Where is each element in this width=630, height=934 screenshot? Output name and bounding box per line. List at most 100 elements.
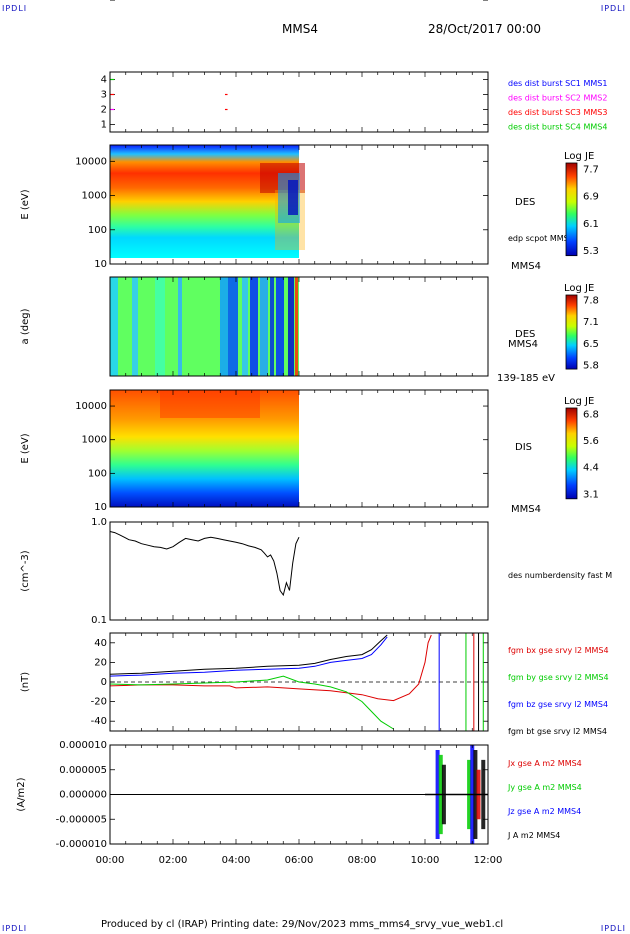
pad-band — [270, 277, 274, 376]
colorbar-tick-label: 7.8 — [583, 295, 599, 306]
colorbar-tick-label: 3.1 — [583, 489, 599, 500]
y-tick-label: 10000 — [75, 156, 107, 167]
legend-entry: des dist burst SC1 MMS1 — [508, 79, 607, 88]
legend-entry: fgm bx gse srvy l2 MMS4 — [508, 646, 609, 655]
dis-hot-region — [160, 390, 260, 418]
colorbar-tick-label: 7.1 — [583, 317, 599, 328]
corner-label-bottom-right: IPDLI — [600, 924, 626, 933]
y-tick-label: -0.000005 — [56, 814, 107, 825]
pad-band — [250, 277, 258, 376]
panel-bottom-label: 139-185 eV — [497, 373, 555, 384]
colorbar-3 — [565, 407, 578, 500]
y-tick-label: 1000 — [82, 191, 107, 202]
pad-band — [155, 277, 165, 376]
y-tick-label: 0.000000 — [59, 790, 107, 801]
page-title: MMS4 — [282, 22, 318, 36]
colorbar-title-3: Log JE — [564, 396, 594, 407]
legend-entry: fgm by gse srvy l2 MMS4 — [508, 673, 609, 682]
series-line — [109, 634, 388, 675]
pad-band — [110, 277, 118, 376]
colorbar-tick-label: 7.7 — [583, 165, 599, 176]
legend-entry: J A m2 MMS4 — [507, 831, 560, 840]
pad-band — [132, 277, 138, 376]
pad-band — [260, 277, 268, 376]
y-tick-label: 1000 — [82, 435, 107, 446]
panel-label-2: edp scpot MMS4 — [508, 234, 574, 243]
colorbar-tick-label: 6.8 — [583, 409, 599, 420]
corner-label-top-left: IPDLI — [2, 4, 28, 13]
x-tick-label: 04:00 — [222, 855, 251, 866]
panel-frame-0 — [109, 71, 489, 133]
pad-band — [178, 277, 182, 376]
y-tick-label: 100 — [88, 225, 107, 236]
series-line — [109, 531, 300, 597]
y-tick-label: 3 — [101, 90, 107, 101]
panel-label: DES — [515, 197, 535, 208]
x-tick-label: 12:00 — [474, 855, 503, 866]
colorbar-tick-label: 5.6 — [583, 436, 599, 447]
panel-label-2: MMS4 — [508, 339, 538, 350]
pad-band — [288, 277, 294, 376]
y-tick-label: 10000 — [75, 401, 107, 412]
y-tick-label: 40 — [94, 638, 107, 649]
pad-band — [276, 277, 284, 376]
series-line — [109, 636, 388, 677]
pad-band — [228, 277, 238, 376]
x-tick-label: 02:00 — [159, 855, 188, 866]
colorbar-tick-label: 6.5 — [583, 339, 599, 350]
pad-band — [295, 277, 298, 376]
colorbar-1 — [565, 162, 578, 257]
colorbar-title-2: Log JE — [564, 283, 594, 294]
y-tick-label: 150 — [88, 0, 107, 3]
dis-spectrogram-fill — [110, 390, 299, 507]
x-tick-label: 08:00 — [348, 855, 377, 866]
colorbar-2 — [565, 294, 578, 370]
y-axis-label: (A/m2) — [16, 777, 27, 811]
y-tick-label: 10 — [94, 259, 107, 270]
corner-label-top-right: IPDLI — [600, 4, 626, 13]
y-tick-label: 1.0 — [91, 517, 107, 528]
colorbar-tick-label: 4.4 — [583, 463, 599, 474]
y-axis-label: (cm^-3) — [20, 550, 31, 591]
colorbar-title-1: Log JE — [564, 151, 594, 162]
series-line — [109, 675, 394, 730]
colorbar-tick-label: 5.3 — [583, 246, 599, 257]
pad-band — [242, 277, 248, 376]
page-date: 28/Oct/2017 00:00 — [428, 22, 542, 36]
y-tick-label: 20 — [94, 657, 107, 668]
y-tick-label: 100 — [88, 0, 107, 3]
y-tick-label: 0.1 — [91, 615, 107, 626]
corner-label-bottom-left: IPDLI — [2, 924, 28, 933]
legend-entry: des dist burst SC2 MMS2 — [508, 94, 607, 103]
legend-entry: Jy gse A m2 MMS4 — [507, 783, 582, 792]
legend-entry: Jz gse A m2 MMS4 — [507, 807, 581, 816]
panel-bottom-label: MMS4 — [511, 504, 541, 515]
panel-label: DIS — [515, 442, 532, 453]
panel-frame-4 — [109, 521, 489, 621]
y-tick-label: -40 — [91, 716, 107, 727]
x-tick-label: 10:00 — [411, 855, 440, 866]
y-axis-label: (nT) — [20, 672, 31, 692]
des-dark-region — [288, 180, 298, 215]
series-line — [109, 634, 432, 702]
y-tick-label: 0 — [101, 0, 107, 3]
y-axis-label: E (eV) — [20, 433, 31, 463]
pad-band — [220, 277, 228, 376]
y-tick-label: -0.000010 — [56, 839, 107, 850]
x-tick-label: 06:00 — [285, 855, 314, 866]
y-axis-label: E (eV) — [20, 189, 31, 219]
y-tick-label: 100 — [88, 468, 107, 479]
series-label: des numberdensity fast M — [508, 571, 612, 580]
y-tick-label: 1 — [101, 120, 107, 131]
colorbar-tick-label: 6.1 — [583, 219, 599, 230]
footer-info: Produced by cl (IRAP) Printing date: 29/… — [101, 919, 504, 930]
panel-bottom-label: MMS4 — [511, 261, 541, 272]
colorbar-tick-label: 6.9 — [583, 192, 599, 203]
legend-entry: fgm bz gse srvy l2 MMS4 — [508, 700, 608, 709]
des-spectrogram-fill — [110, 145, 299, 258]
y-tick-label: 2 — [101, 105, 107, 116]
y-tick-label: 0.000005 — [59, 765, 107, 776]
y-tick-label: 0.000010 — [59, 740, 107, 751]
y-axis-label: a (deg) — [20, 308, 31, 344]
